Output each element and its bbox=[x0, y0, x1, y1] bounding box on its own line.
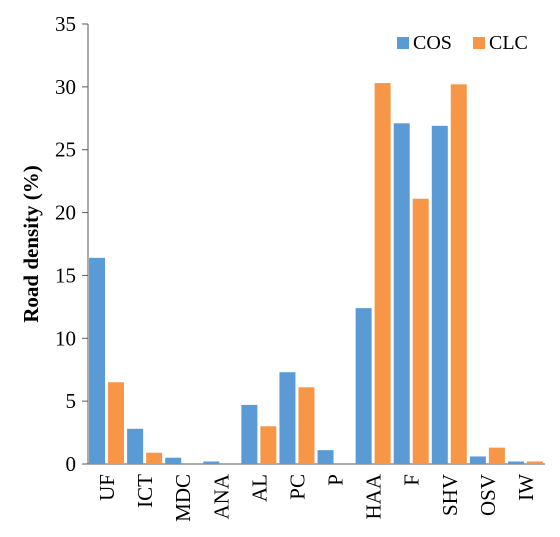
x-tick-label: MDC bbox=[171, 474, 195, 522]
y-tick-label: 20 bbox=[55, 201, 76, 225]
bar-cos-mdc bbox=[165, 457, 182, 464]
bar-cos-ict bbox=[127, 428, 144, 464]
bar-cos-iw bbox=[507, 461, 524, 464]
bar-cos-shv bbox=[431, 125, 448, 464]
bar-clc-ict bbox=[146, 452, 163, 464]
bar-clc-haa bbox=[374, 83, 391, 464]
x-tick-label: AL bbox=[247, 474, 271, 502]
x-tick-label: HAA bbox=[362, 473, 386, 519]
x-tick-label: UF bbox=[95, 474, 119, 501]
y-tick-label: 5 bbox=[66, 389, 77, 413]
y-axis: 0 5 10 15 20 25 30 35 bbox=[55, 12, 89, 476]
x-axis: UF ICT MDC ANA AL PC P HAA F SHV OSV IW bbox=[88, 463, 545, 522]
bar-clc-f bbox=[412, 198, 429, 464]
bar-clc-iw bbox=[526, 461, 543, 464]
bar-cos-f bbox=[393, 123, 410, 465]
bar-clc-uf bbox=[108, 382, 125, 464]
x-tick-label: OSV bbox=[476, 474, 500, 516]
bar-cos-ana bbox=[203, 461, 220, 464]
legend-label-cos: COS bbox=[413, 32, 452, 54]
x-tick-label: IW bbox=[514, 474, 538, 501]
legend: COS CLC bbox=[397, 32, 528, 54]
y-tick-label: 10 bbox=[55, 326, 76, 350]
bar-clc-pc bbox=[298, 387, 315, 464]
bar-clc-osv bbox=[488, 447, 505, 464]
bar-cos-uf bbox=[89, 257, 106, 464]
legend-swatch-cos bbox=[397, 37, 409, 49]
bar-cos-p bbox=[317, 450, 334, 464]
legend-label-clc: CLC bbox=[489, 32, 528, 54]
x-tick-label: PC bbox=[285, 474, 309, 500]
x-tick-label: F bbox=[400, 474, 424, 486]
bar-cos-osv bbox=[469, 456, 486, 464]
x-tick-label: SHV bbox=[438, 474, 462, 516]
y-tick-label: 15 bbox=[55, 263, 76, 287]
bar-clc-shv bbox=[450, 84, 467, 464]
y-tick-label: 0 bbox=[66, 452, 77, 476]
y-tick-label: 25 bbox=[55, 138, 76, 162]
bar-cos-pc bbox=[279, 372, 296, 464]
x-tick-label: ANA bbox=[209, 473, 233, 519]
legend-swatch-clc bbox=[473, 37, 485, 49]
y-tick-label: 35 bbox=[55, 12, 76, 36]
y-tick-label: 30 bbox=[55, 75, 76, 99]
y-axis-title: Road density (%) bbox=[19, 165, 43, 323]
bar-cos-haa bbox=[355, 308, 372, 464]
bar-cos-al bbox=[241, 404, 258, 464]
bar-clc-al bbox=[260, 426, 277, 464]
bars bbox=[89, 83, 543, 465]
x-tick-label: P bbox=[324, 474, 348, 486]
x-tick-label: ICT bbox=[133, 474, 157, 508]
